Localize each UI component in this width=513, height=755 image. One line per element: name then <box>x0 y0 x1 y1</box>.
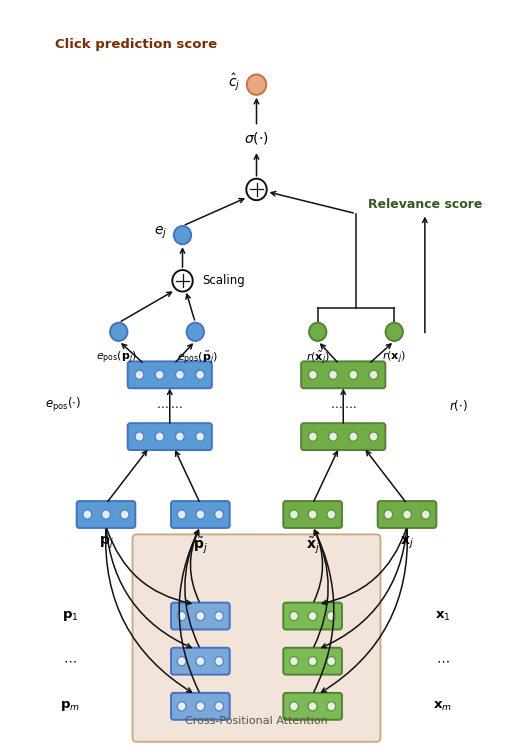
Circle shape <box>329 432 338 441</box>
FancyBboxPatch shape <box>128 423 212 450</box>
Circle shape <box>177 657 186 666</box>
Text: Cross-Positional Attention: Cross-Positional Attention <box>185 716 328 726</box>
Circle shape <box>187 322 204 341</box>
Circle shape <box>327 510 336 519</box>
Circle shape <box>349 370 358 379</box>
Circle shape <box>246 179 267 200</box>
Circle shape <box>309 322 326 341</box>
Text: Relevance score: Relevance score <box>368 198 482 211</box>
Circle shape <box>196 612 205 621</box>
Circle shape <box>196 432 205 441</box>
Circle shape <box>155 370 164 379</box>
Circle shape <box>196 370 205 379</box>
Circle shape <box>290 657 298 666</box>
Circle shape <box>308 432 317 441</box>
Text: $\cdots$: $\cdots$ <box>64 655 77 667</box>
FancyBboxPatch shape <box>171 648 230 675</box>
Text: $\mathbf{p}_j$: $\mathbf{p}_j$ <box>98 535 113 551</box>
Circle shape <box>247 75 266 95</box>
Text: $r(\mathbf{x}_j)$: $r(\mathbf{x}_j)$ <box>382 350 406 366</box>
Circle shape <box>121 510 129 519</box>
Text: $\tilde{\mathbf{x}}_j$: $\tilde{\mathbf{x}}_j$ <box>306 535 320 555</box>
Circle shape <box>421 510 430 519</box>
Circle shape <box>384 510 392 519</box>
Circle shape <box>308 510 317 519</box>
Text: $e_{\rm pos}(\tilde{\mathbf{p}}_j)$: $e_{\rm pos}(\tilde{\mathbf{p}}_j)$ <box>177 350 219 367</box>
Circle shape <box>172 270 193 291</box>
Circle shape <box>196 510 205 519</box>
Circle shape <box>177 701 186 711</box>
Circle shape <box>403 510 411 519</box>
FancyBboxPatch shape <box>283 602 342 630</box>
FancyBboxPatch shape <box>76 501 135 528</box>
Circle shape <box>290 701 298 711</box>
Circle shape <box>308 701 317 711</box>
Circle shape <box>110 322 127 341</box>
Circle shape <box>369 432 378 441</box>
Circle shape <box>290 510 298 519</box>
Circle shape <box>308 657 317 666</box>
Circle shape <box>215 510 223 519</box>
Circle shape <box>215 657 223 666</box>
Circle shape <box>135 370 144 379</box>
FancyBboxPatch shape <box>283 501 342 528</box>
FancyBboxPatch shape <box>301 423 385 450</box>
Circle shape <box>177 510 186 519</box>
Text: $\mathbf{x}_m$: $\mathbf{x}_m$ <box>433 700 452 713</box>
Circle shape <box>135 432 144 441</box>
Circle shape <box>290 612 298 621</box>
Circle shape <box>196 701 205 711</box>
Circle shape <box>327 701 336 711</box>
FancyBboxPatch shape <box>128 362 212 388</box>
Circle shape <box>386 322 403 341</box>
Circle shape <box>308 612 317 621</box>
FancyBboxPatch shape <box>378 501 437 528</box>
Text: $\sigma(\cdot)$: $\sigma(\cdot)$ <box>244 131 269 146</box>
Circle shape <box>327 612 336 621</box>
FancyBboxPatch shape <box>301 362 385 388</box>
Text: $e_{\rm pos}(\cdot)$: $e_{\rm pos}(\cdot)$ <box>45 396 81 414</box>
FancyBboxPatch shape <box>171 693 230 720</box>
Circle shape <box>349 432 358 441</box>
Circle shape <box>175 370 184 379</box>
Circle shape <box>329 370 338 379</box>
Text: $\cdots$: $\cdots$ <box>436 655 449 667</box>
Text: Click prediction score: Click prediction score <box>55 38 217 51</box>
Circle shape <box>83 510 92 519</box>
Circle shape <box>175 432 184 441</box>
FancyBboxPatch shape <box>283 648 342 675</box>
Text: $e_{\rm pos}(\mathbf{p}_j)$: $e_{\rm pos}(\mathbf{p}_j)$ <box>95 350 137 366</box>
Circle shape <box>215 701 223 711</box>
Text: $r(\cdot)$: $r(\cdot)$ <box>449 398 468 413</box>
Circle shape <box>177 612 186 621</box>
Circle shape <box>155 432 164 441</box>
Text: $\mathbf{x}_1$: $\mathbf{x}_1$ <box>435 609 450 623</box>
FancyBboxPatch shape <box>283 693 342 720</box>
Circle shape <box>308 370 317 379</box>
Text: Scaling: Scaling <box>202 274 245 288</box>
Text: $\tilde{\mathbf{p}}_j$: $\tilde{\mathbf{p}}_j$ <box>193 535 208 555</box>
Text: $\hat{c}_j$: $\hat{c}_j$ <box>228 71 240 93</box>
Text: $r(\tilde{\mathbf{x}}_j)$: $r(\tilde{\mathbf{x}}_j)$ <box>306 350 330 367</box>
Circle shape <box>327 657 336 666</box>
Text: $\cdots\;\cdots$: $\cdots\;\cdots$ <box>156 399 184 412</box>
Circle shape <box>215 612 223 621</box>
FancyBboxPatch shape <box>171 602 230 630</box>
Text: $e_j$: $e_j$ <box>154 224 167 241</box>
Circle shape <box>369 370 378 379</box>
Circle shape <box>174 226 191 245</box>
Text: $\mathbf{p}_1$: $\mathbf{p}_1$ <box>62 609 78 623</box>
FancyBboxPatch shape <box>132 535 381 742</box>
Circle shape <box>102 510 110 519</box>
FancyBboxPatch shape <box>171 501 230 528</box>
Text: $\mathbf{p}_m$: $\mathbf{p}_m$ <box>61 699 80 713</box>
Text: $\cdots\;\cdots$: $\cdots\;\cdots$ <box>329 399 357 412</box>
Text: $\mathbf{x}_j$: $\mathbf{x}_j$ <box>400 535 414 551</box>
Circle shape <box>196 657 205 666</box>
